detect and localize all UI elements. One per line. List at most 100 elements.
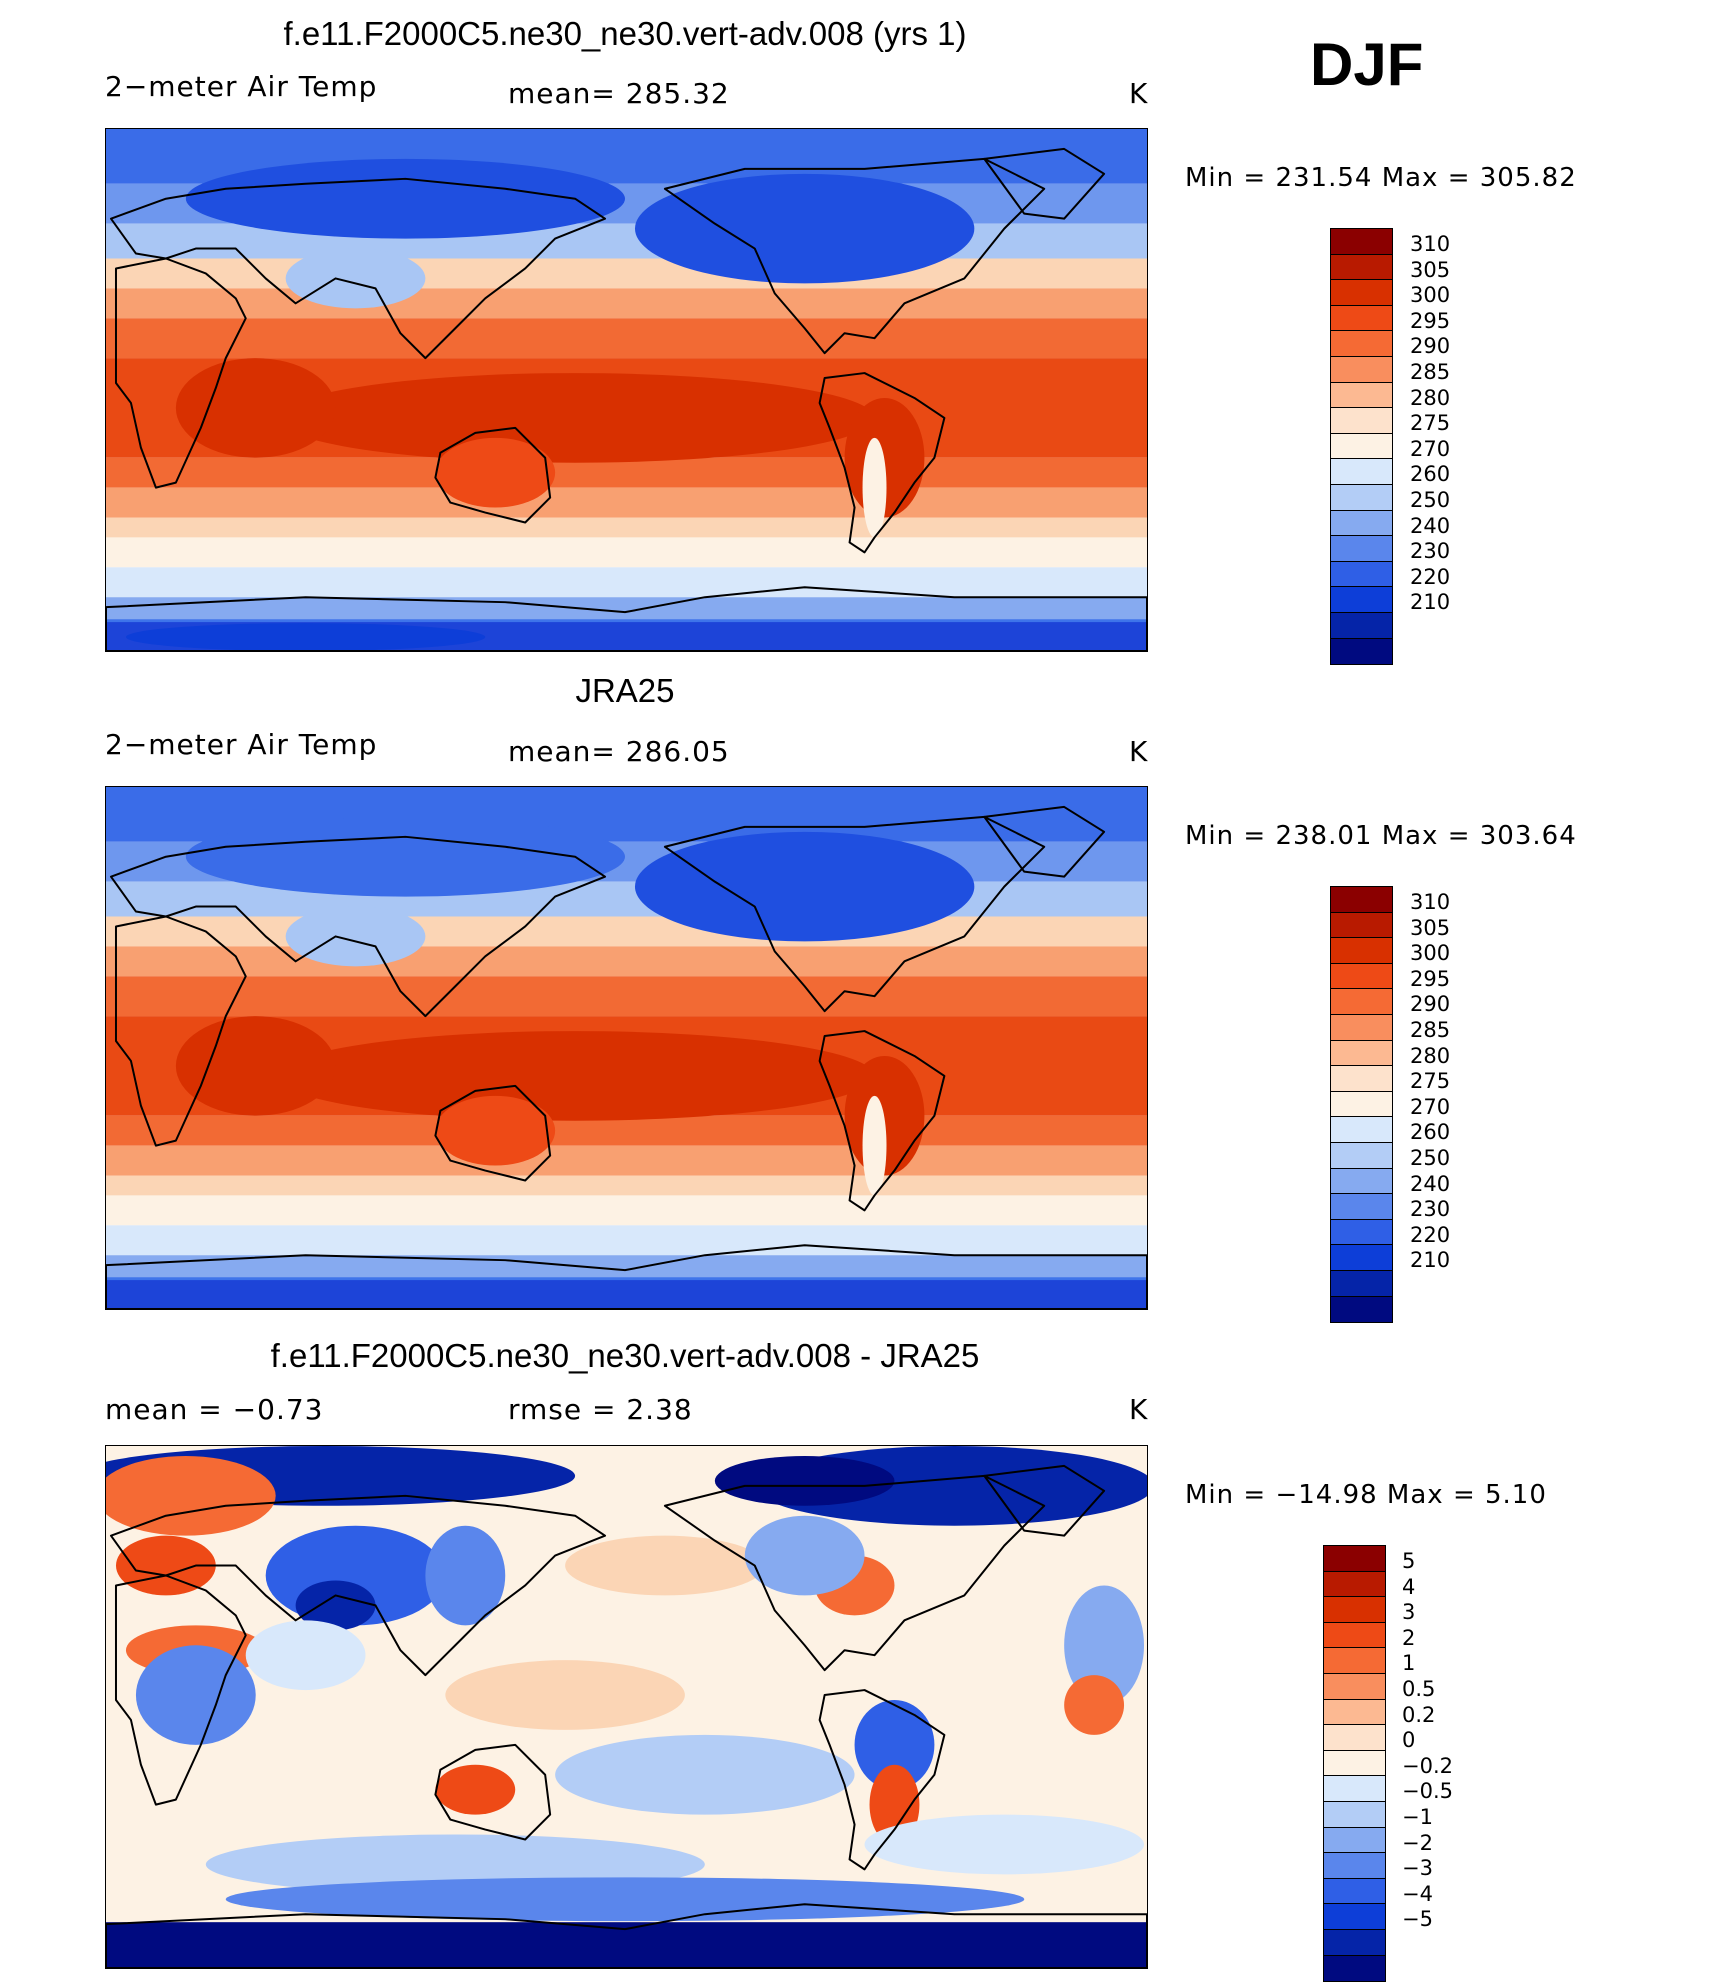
colorbar-tick-label: 240 [1410,1171,1451,1196]
colorbar-swatch [1324,1827,1385,1854]
colorbar-swatch [1324,1801,1385,1828]
panel3-minmax: Min = −14.98 Max = 5.10 [1185,1480,1547,1510]
colorbar-tick-label: −0.5 [1402,1779,1453,1804]
panel3-colorbar [1323,1545,1386,1982]
colorbar-tick-label: 295 [1410,966,1451,991]
temperature-field [106,787,1147,1309]
colorbar-tick-label: 295 [1410,308,1451,333]
contour-region [555,1734,855,1815]
colorbar-tick-label: 270 [1410,1094,1451,1119]
antarctic-band [106,1280,1147,1309]
coastline [434,426,552,524]
contour-region [1064,1585,1145,1706]
coastline [983,1464,1106,1537]
latitude-band [106,288,1147,319]
warm-pool [275,1031,875,1121]
colorbar-swatch [1331,1066,1392,1092]
colorbar-tick-label: 280 [1410,1043,1451,1068]
colorbar-tick-label: −4 [1402,1881,1433,1906]
latitude-band [106,916,1147,947]
contour-region [744,1515,865,1596]
colorbar-tick-label: 0 [1402,1728,1416,1753]
colorbar-tick-label: 210 [1410,590,1451,615]
panel1-minmax: Min = 231.54 Max = 305.82 [1185,163,1577,193]
latitude-band [106,318,1147,359]
panel3-map [105,1445,1148,1969]
panel2-map-svg [106,787,1147,1309]
colorbar-swatch [1324,1929,1385,1956]
colorbar-tick-label: 4 [1402,1574,1416,1599]
colorbar-tick-label: −3 [1402,1856,1433,1881]
warm-pool [275,373,875,463]
coastline [818,372,946,554]
colorbar-swatch [1331,1117,1392,1143]
siberia-cold [185,158,626,239]
panel1-map [105,128,1148,652]
colorbar-swatch [1331,989,1392,1015]
colorbar-swatch [1331,1296,1392,1323]
andes-cold [862,437,887,538]
latitude-band [106,1195,1147,1226]
latitude-band [106,1225,1147,1256]
colorbar-tick-label: 240 [1410,513,1451,538]
colorbar-tick-label: 220 [1410,564,1451,589]
difference-field [106,1446,1147,1968]
latitude-band [106,597,1147,620]
panel1-colorbar [1330,228,1393,666]
contour-region [445,1660,685,1730]
contour-region [714,1455,895,1506]
north-america-cold [634,831,975,942]
colorbar-tick-label: 290 [1410,334,1451,359]
panel1-title: f.e11.F2000C5.ne30_ne30.vert-adv.008 (yr… [283,15,967,52]
coastline [109,835,607,1018]
latitude-band [106,946,1147,977]
latitude-band [106,258,1147,289]
latitude-band [106,1255,1147,1278]
tibet-cold [285,906,426,967]
colorbar-swatch [1331,963,1392,990]
colorbar-swatch [1324,1648,1385,1674]
colorbar-tick-label: 220 [1410,1222,1451,1247]
season-label: DJF [1310,31,1424,98]
colorbar-swatch [1331,1219,1392,1246]
contour-region [225,1877,1025,1922]
coastline [663,815,1046,1013]
colorbar-swatch [1324,1597,1385,1623]
colorbar-swatch [1331,356,1392,383]
panel3-rmse-label: rmse = 2.38 [508,1393,693,1426]
colorbar-swatch [1324,1622,1385,1649]
coastline [983,805,1106,878]
africa-warm [175,1016,336,1116]
latitude-band [106,487,1147,518]
latitude-band [106,457,1147,488]
coastline [109,177,607,360]
colorbar-tick-label: 285 [1410,1018,1451,1042]
colorbar-swatch [1331,1040,1392,1067]
colorbar-tick-label: 270 [1410,436,1451,461]
antarctic-cold [125,623,486,651]
coastline [114,915,247,1147]
panel2-variable-label: 2−meter Air Temp [105,728,378,761]
panel3-units-label: K [1129,1393,1149,1426]
colorbar-tick-label: 280 [1410,385,1451,410]
colorbar-swatch [1331,612,1392,639]
panel2-map [105,786,1148,1310]
coastline [663,157,1046,355]
colorbar-tick-label: 275 [1410,411,1451,436]
panel2-mean-label: mean= 286.05 [508,735,730,768]
colorbar-swatch [1331,484,1392,511]
colorbar-swatch [1331,408,1392,434]
contour-region [295,1580,376,1631]
colorbar-tick-label: 300 [1410,283,1451,308]
colorbar-swatch [1331,638,1392,665]
colorbar-swatch [1331,280,1392,306]
colorbar-swatch [1324,1853,1385,1879]
contour-region [565,1535,765,1596]
coastline [434,1084,552,1182]
contour-region [435,1764,516,1815]
colorbar-swatch [1331,561,1392,588]
colorbar-swatch [1324,1546,1385,1572]
colorbar-tick-label: 1 [1402,1651,1416,1676]
contour-region [864,1814,1145,1875]
panel2-title: JRA25 [575,672,675,709]
